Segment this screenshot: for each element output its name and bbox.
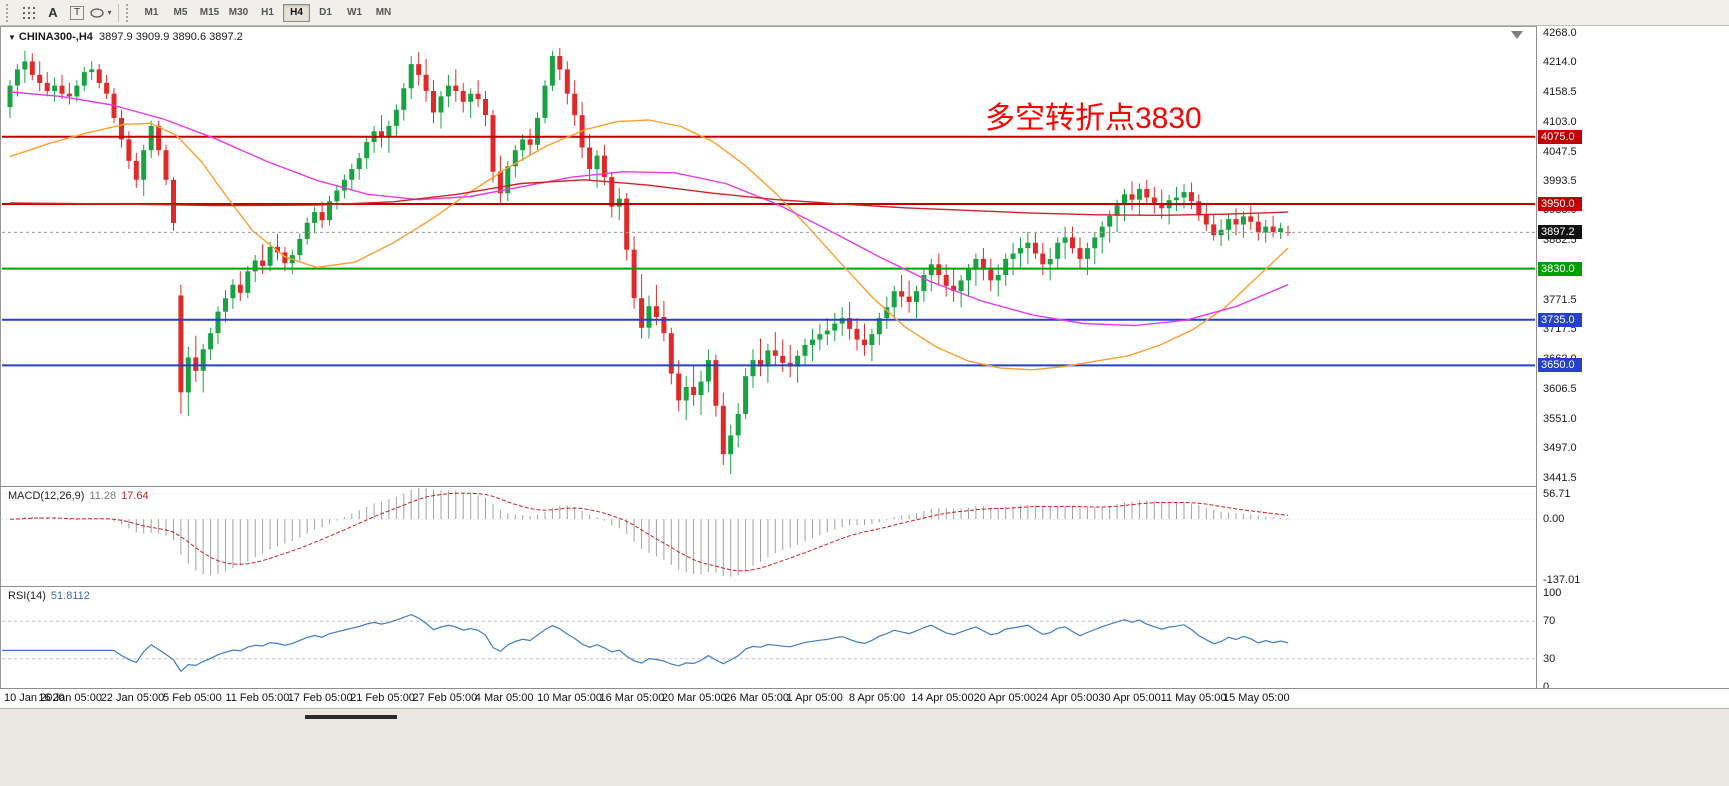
time-axis[interactable]: 10 Jan 2020 16 Jan 05:00 22 Jan 05:00 5 Feb… xyxy=(0,688,1729,708)
rsi-panel[interactable]: RSI(14) 51.8112 xyxy=(2,588,1535,688)
shapes-icon xyxy=(90,7,105,18)
time-tick-label: 11 May 05:00 xyxy=(1160,692,1227,704)
macd-main-value: 11.28 xyxy=(89,490,117,502)
macd-signal-value: 17.64 xyxy=(121,490,149,502)
timeframe-button-m30[interactable]: M30 xyxy=(228,7,249,18)
level-price-label: 3735.0 xyxy=(1538,312,1582,327)
time-tick-label: 11 Feb 05:00 xyxy=(225,692,290,704)
letter-a-glyph: A xyxy=(48,5,58,20)
level-price-label: 3950.0 xyxy=(1538,196,1582,211)
rsi-value: 51.8112 xyxy=(50,590,90,602)
timeframe-button-mn[interactable]: MN xyxy=(375,7,392,18)
panel-separator-rsi[interactable] xyxy=(0,586,1729,587)
price-tick-label: 3771.5 xyxy=(1543,294,1577,307)
text-box-tool[interactable]: T xyxy=(65,3,89,23)
time-tick-label: 8 Apr 05:00 xyxy=(848,692,906,704)
macd-tick-label: -137.01 xyxy=(1543,573,1581,586)
level-price-label: 4075.0 xyxy=(1538,129,1582,144)
price-axis[interactable]: 4268.04214.04158.54103.04047.53993.53938… xyxy=(1536,26,1729,693)
candlestick-chart[interactable]: 多空转折点3830 xyxy=(2,28,1535,486)
rsi-tick-label: 0 xyxy=(1543,681,1550,693)
timeframes-group: M1 M5 M15 M30 H1 H4 D1 W1 MN xyxy=(137,3,398,22)
chart-window[interactable]: 多空转折点3830 ▼ CHINA300-,H4 3897.9 3909.9 38… xyxy=(0,26,1729,708)
timeframe-button-d1[interactable]: D1 xyxy=(319,7,332,18)
price-tick-label: 4158.5 xyxy=(1543,85,1577,98)
ohlc-values: 3897.9 3909.9 3890.6 3897.2 xyxy=(99,31,243,43)
price-tick-label: 4268.0 xyxy=(1543,26,1577,39)
shapes-dropdown-tool[interactable]: ▾ xyxy=(89,3,113,23)
price-tick-label: 4047.5 xyxy=(1543,145,1577,158)
time-tick-label: 26 Mar 05:00 xyxy=(724,692,790,704)
level-price-label: 3650.0 xyxy=(1538,358,1582,373)
symbol-dropdown-icon[interactable]: ▼ xyxy=(8,33,16,42)
macd-chart[interactable] xyxy=(2,488,1535,586)
toolbar-separator xyxy=(118,3,119,22)
grid-icon xyxy=(23,6,35,19)
symbol-timeframe-label: CHINA300-,H4 xyxy=(18,31,93,43)
time-tick-label: 22 Jan 05:00 xyxy=(100,692,165,704)
price-tick-label: 4103.0 xyxy=(1543,115,1577,128)
time-tick-label: 17 Feb 05:00 xyxy=(287,692,353,704)
macd-tick-label: 56.71 xyxy=(1543,488,1571,501)
rsi-tick-label: 100 xyxy=(1543,587,1562,599)
rsi-chart[interactable] xyxy=(2,588,1535,688)
time-tick-label: 10 Jan 2020 xyxy=(4,692,65,704)
horizontal-scrollbar-thumb[interactable] xyxy=(305,715,397,719)
macd-label: MACD(12,26,9) 11.28 17.64 xyxy=(8,490,149,502)
rsi-tick-label: 30 xyxy=(1543,652,1556,665)
timeframe-button-m1[interactable]: M1 xyxy=(144,7,159,18)
toolbar-drag-handle[interactable] xyxy=(6,3,12,22)
drawing-tools-group: A T ▾ xyxy=(17,3,113,23)
toolbar: A T ▾ M1 M5 M15 M30 H1 H4 D1 W1 MN xyxy=(0,0,1729,26)
time-tick-label: 16 Mar 05:00 xyxy=(599,692,665,704)
time-tick-label: 4 Mar 05:00 xyxy=(474,692,534,704)
annotation-letter-tool[interactable]: A xyxy=(41,3,65,23)
macd-panel[interactable]: MACD(12,26,9) 11.28 17.64 xyxy=(2,488,1535,586)
text-tool-glyph: T xyxy=(70,5,84,20)
timeframe-button-w1[interactable]: W1 xyxy=(347,7,362,18)
current-price-label: 3897.2 xyxy=(1538,225,1582,240)
price-tick-label: 3551.0 xyxy=(1543,412,1577,425)
chart-title: ▼ CHINA300-,H4 3897.9 3909.9 3890.6 3897.… xyxy=(8,31,243,43)
time-tick-label: 10 Mar 05:00 xyxy=(537,692,602,704)
time-tick-label: 15 May 05:00 xyxy=(1223,692,1290,704)
timeframe-button-m15[interactable]: M15 xyxy=(199,7,220,18)
price-tick-label: 3606.5 xyxy=(1543,382,1577,395)
price-tick-label: 3993.5 xyxy=(1543,174,1577,187)
time-tick-label: 21 Feb 05:00 xyxy=(350,692,415,704)
price-tick-label: 4214.0 xyxy=(1543,55,1577,68)
macd-name: MACD(12,26,9) xyxy=(8,490,85,502)
timeframe-button-h4[interactable]: H4 xyxy=(283,3,310,22)
time-tick-label: 5 Feb 05:00 xyxy=(163,692,222,704)
timeframes-drag-handle[interactable] xyxy=(126,3,132,22)
rsi-label: RSI(14) 51.8112 xyxy=(8,590,90,602)
time-tick-label: 1 Apr 05:00 xyxy=(786,692,843,704)
time-tick-label: 30 Apr 05:00 xyxy=(1098,692,1161,704)
time-tick-label: 27 Feb 05:00 xyxy=(412,692,478,704)
time-tick-label: 14 Apr 05:00 xyxy=(911,692,974,704)
level-price-label: 3830.0 xyxy=(1538,261,1582,276)
price-tick-label: 3441.5 xyxy=(1543,471,1577,484)
macd-tick-label: 0.00 xyxy=(1543,513,1565,526)
rsi-name: RSI(14) xyxy=(8,590,46,602)
panel-separator-macd[interactable] xyxy=(0,486,1729,487)
main-chart-panel[interactable]: 多空转折点3830 ▼ CHINA300-,H4 3897.9 3909.9 38… xyxy=(2,28,1535,486)
time-tick-label: 24 Apr 05:00 xyxy=(1035,692,1099,704)
timeframe-button-m5[interactable]: M5 xyxy=(173,7,188,18)
crosshair-grid-tool[interactable] xyxy=(17,3,41,23)
dropdown-arrow-icon: ▾ xyxy=(107,8,112,17)
rsi-tick-label: 70 xyxy=(1543,615,1556,628)
svg-text:多空转折点3830: 多空转折点3830 xyxy=(985,102,1202,135)
time-tick-label: 16 Jan 05:00 xyxy=(38,692,102,704)
time-tick-label: 20 Mar 05:00 xyxy=(661,692,727,704)
footer-area xyxy=(0,708,1729,786)
timeframe-button-h1[interactable]: H1 xyxy=(261,7,274,18)
time-tick-label: 20 Apr 05:00 xyxy=(973,692,1036,704)
price-tick-label: 3497.0 xyxy=(1543,441,1577,454)
